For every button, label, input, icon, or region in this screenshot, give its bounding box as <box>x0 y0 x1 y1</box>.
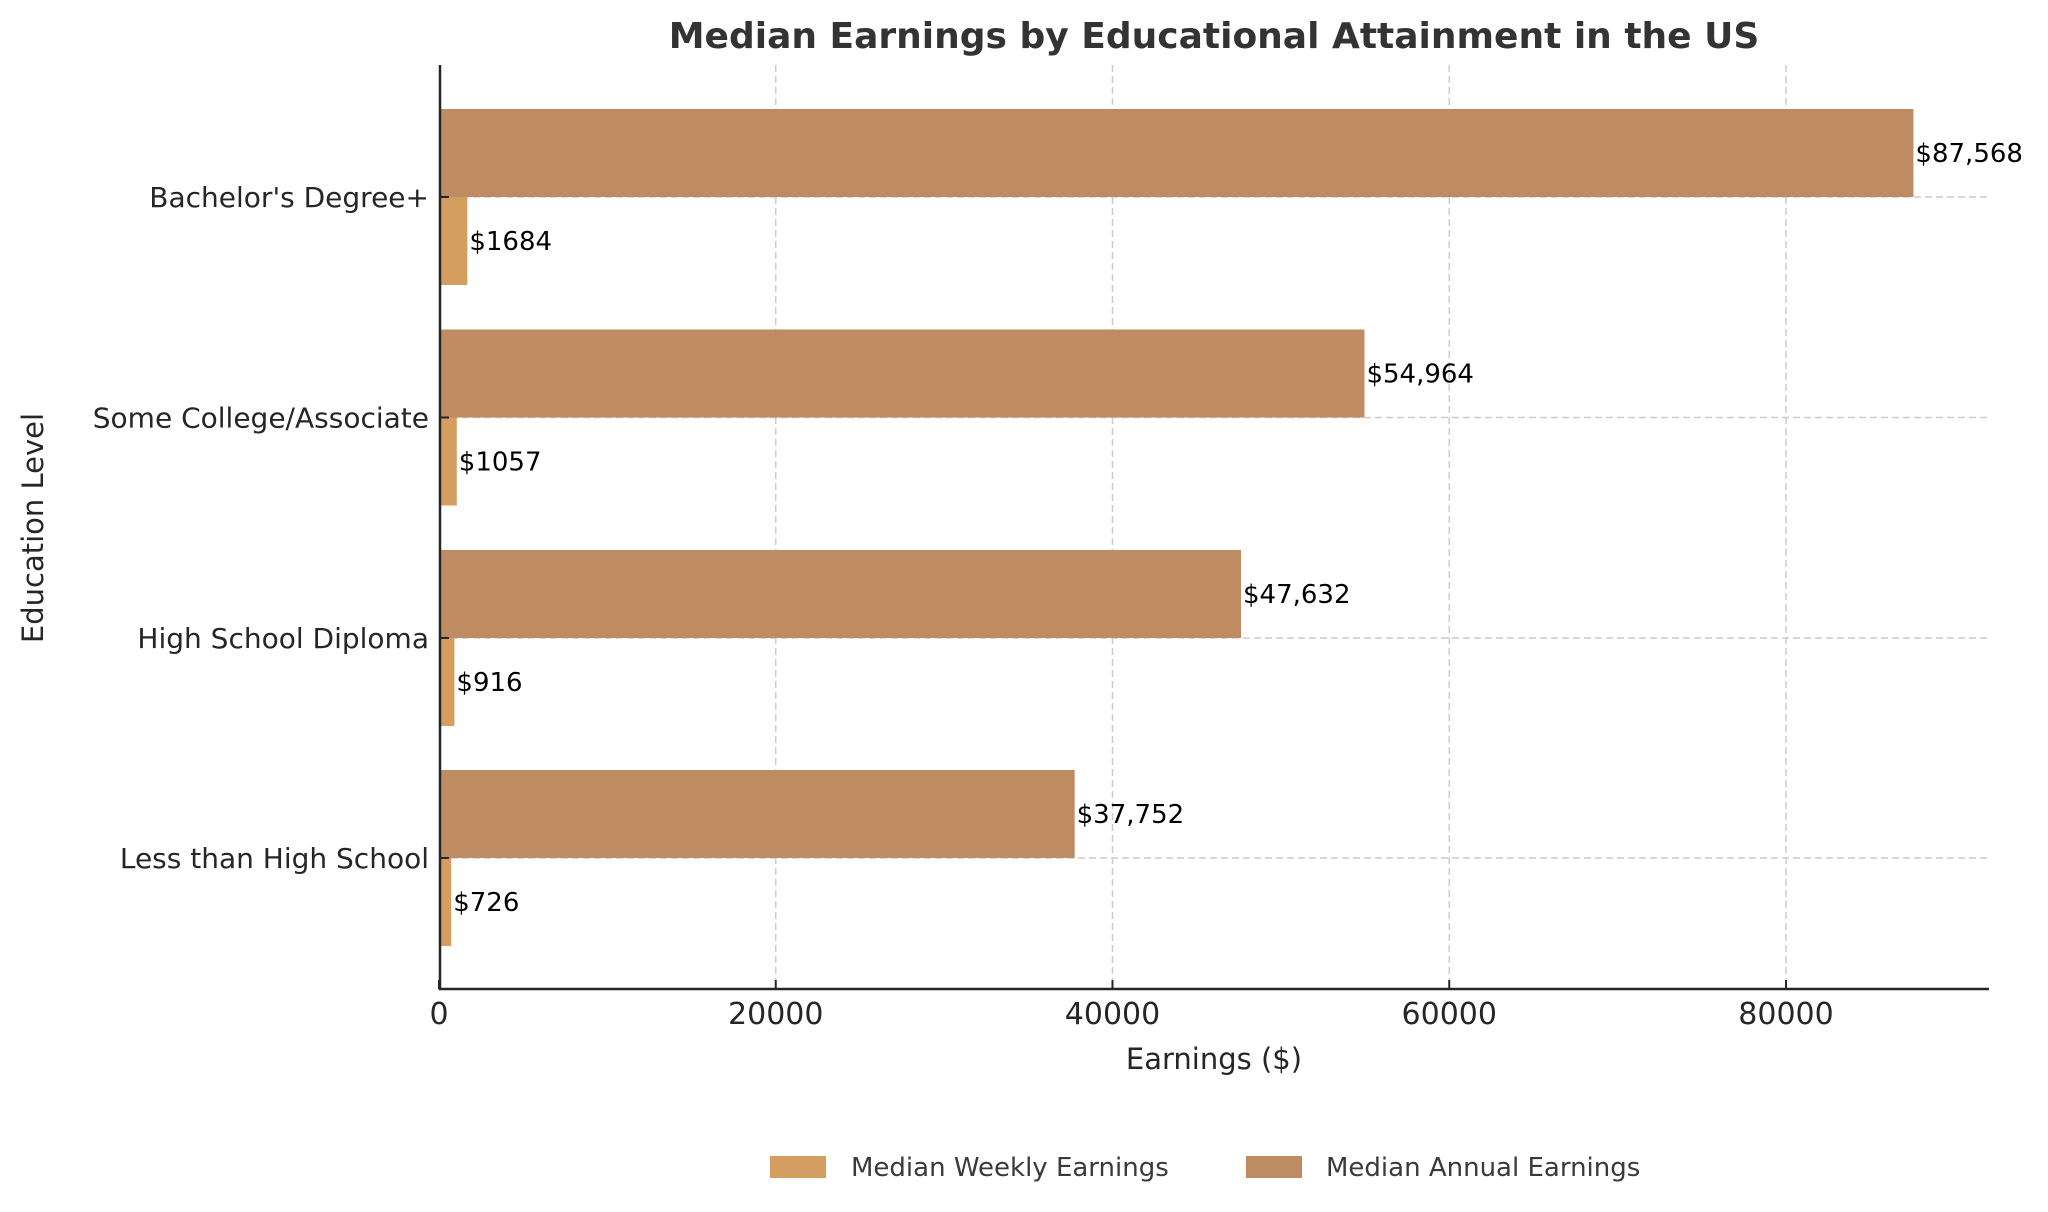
bar-weekly <box>440 417 457 506</box>
bar-annual <box>440 329 1365 418</box>
y-tick-label: High School Diploma <box>137 622 429 655</box>
bar-weekly <box>440 197 468 285</box>
x-tick-label: 20000 <box>728 997 823 1032</box>
legend-swatch-weekly <box>770 1156 826 1178</box>
value-label-annual: $54,964 <box>1366 360 1474 390</box>
value-label-weekly: $1684 <box>469 227 552 257</box>
value-label-annual: $37,752 <box>1077 800 1185 830</box>
y-axis-ticks: Bachelor's Degree+ Some College/Associate… <box>93 181 449 875</box>
legend-label-weekly: Median Weekly Earnings <box>851 1153 1169 1183</box>
x-tick-label: 0 <box>429 997 448 1032</box>
bar-annual <box>440 109 1914 197</box>
legend: Median Weekly Earnings Median Annual Ear… <box>770 1153 1640 1183</box>
value-label-weekly: $1057 <box>459 448 542 478</box>
x-axis-title: Earnings ($) <box>1126 1042 1302 1076</box>
bars <box>440 109 1914 946</box>
y-tick-label: Bachelor's Degree+ <box>149 181 429 214</box>
bar-annual <box>440 550 1242 638</box>
y-tick-label: Less than High School <box>120 842 429 875</box>
legend-label-annual: Median Annual Earnings <box>1326 1153 1640 1183</box>
y-axis-title: Education Level <box>16 413 50 643</box>
x-tick-label: 80000 <box>1738 997 1833 1032</box>
value-label-weekly: $916 <box>456 668 522 698</box>
x-tick-label: 40000 <box>1065 997 1160 1032</box>
legend-swatch-annual <box>1246 1156 1302 1178</box>
chart-title: Median Earnings by Educational Attainmen… <box>669 16 1760 57</box>
x-axis-ticks: 0 20000 40000 60000 80000 <box>429 980 1834 1032</box>
value-labels: $87,568 $1684 $54,964 $1057 $47,632 $916 $37,7… <box>453 139 2023 918</box>
value-label-weekly: $726 <box>453 888 519 918</box>
bar-weekly <box>440 858 452 946</box>
x-tick-label: 60000 <box>1402 997 1497 1032</box>
bar-weekly <box>440 638 455 726</box>
y-tick-label: Some College/Associate <box>93 402 429 435</box>
bar-annual <box>440 770 1075 858</box>
value-label-annual: $87,568 <box>1915 139 2023 169</box>
value-label-annual: $47,632 <box>1243 580 1351 610</box>
